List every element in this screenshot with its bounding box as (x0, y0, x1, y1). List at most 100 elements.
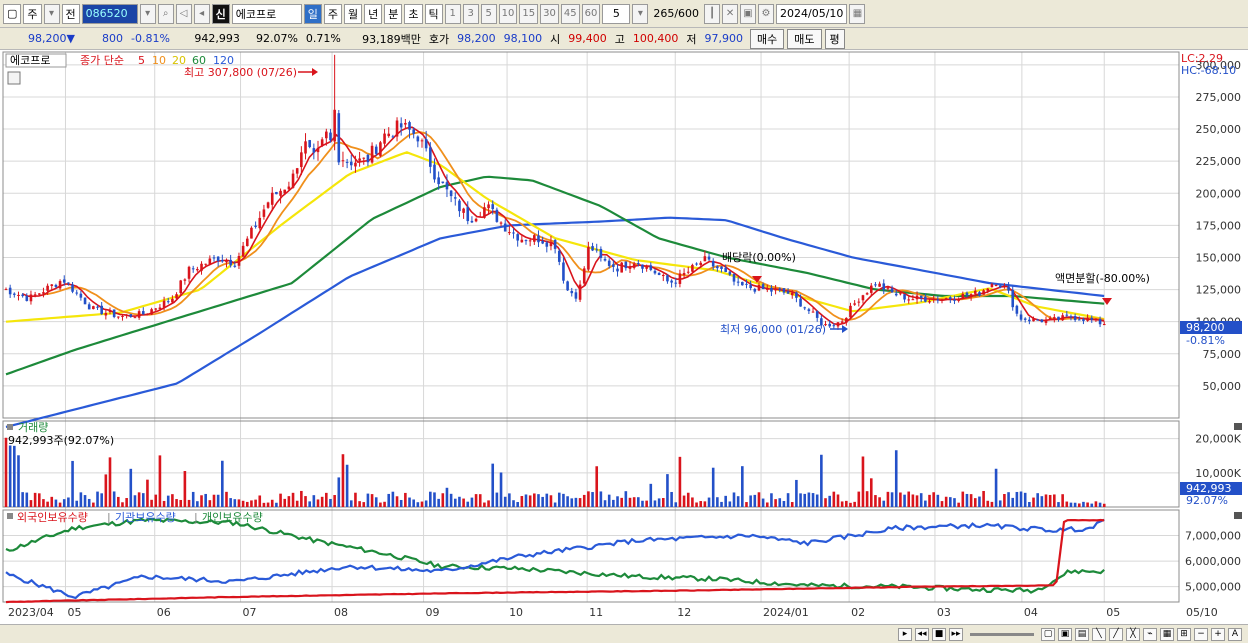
candle-icon[interactable]: ┃ (704, 3, 721, 24)
interval-45[interactable]: 45 (560, 3, 580, 24)
volume-bar (799, 493, 802, 507)
interval-15[interactable]: 15 (519, 3, 539, 24)
volume-bar (320, 496, 324, 507)
candle (13, 292, 16, 298)
volume-tick-label: 10,000K (1195, 467, 1241, 480)
sell-button[interactable]: 매도 (787, 28, 822, 49)
volume-bar (266, 502, 270, 507)
tool-e-icon[interactable]: ╳ (1126, 627, 1140, 641)
candle (874, 282, 877, 288)
candle (553, 238, 557, 254)
interval-dropdown-icon[interactable]: ▾ (632, 3, 649, 24)
plus-icon[interactable]: + (1211, 627, 1225, 641)
stock-chart[interactable]: 300,000 275,000 250,000 225,000 200,000 175,0… (0, 50, 1248, 624)
candle (686, 266, 690, 275)
volume-bar (478, 494, 482, 507)
volume-bar (782, 500, 786, 507)
crosshair-icon[interactable]: ✕ (722, 3, 739, 24)
volume-bar (262, 502, 266, 507)
stock-code-input[interactable]: 086520 (81, 3, 138, 24)
minus-icon[interactable]: − (1194, 627, 1208, 641)
volume-bar (316, 499, 320, 507)
save-icon[interactable]: ▣ (740, 3, 757, 24)
font-size-icon[interactable]: A (1228, 627, 1242, 641)
volume-panel-close-icon[interactable] (1234, 423, 1242, 430)
chevron-down-icon[interactable]: ▾ (43, 3, 60, 24)
volume-bar (649, 483, 653, 507)
prefix-select[interactable]: 전 (61, 3, 80, 24)
gear-icon[interactable]: ⚙ (758, 3, 775, 24)
volume-bar (1028, 501, 1031, 507)
count-input[interactable]: 265 (653, 7, 675, 20)
holding-panel-icon[interactable] (7, 513, 13, 519)
search-icon[interactable]: ⌕ (157, 3, 174, 24)
interval-60[interactable]: 60 (581, 3, 601, 24)
tool-a-icon[interactable]: ▣ (1058, 627, 1072, 641)
volume-bar (312, 495, 316, 507)
candle (678, 269, 682, 288)
current-price: 98,200▼ (28, 32, 75, 45)
interval-input[interactable]: 5 (602, 3, 631, 24)
volume-bar (770, 493, 773, 507)
candle (112, 309, 116, 319)
scroll-slider[interactable] (970, 632, 1034, 636)
fast-forward-icon[interactable]: ▸▸ (949, 627, 963, 641)
candle (8, 284, 12, 298)
tool-g-icon[interactable]: ▦ (1160, 627, 1174, 641)
volume-bar (657, 498, 661, 507)
calendar-icon[interactable]: ▦ (849, 3, 866, 24)
volume-bar (1036, 493, 1039, 507)
interval-3[interactable]: 3 (462, 3, 479, 24)
candle (408, 120, 411, 139)
volume-panel-icon[interactable] (7, 424, 13, 430)
period-year[interactable]: 년 (364, 3, 383, 24)
volume-bar (1015, 491, 1019, 507)
interval-5[interactable]: 5 (480, 3, 497, 24)
tool-b-icon[interactable]: ▤ (1075, 627, 1089, 641)
zoom-fit-icon[interactable]: ▢ (1041, 627, 1055, 641)
prev-arrow-icon[interactable]: ◂ (193, 3, 210, 24)
interval-10[interactable]: 10 (498, 3, 518, 24)
tool-f-icon[interactable]: ⌁ (1143, 627, 1157, 641)
interval-1[interactable]: 1 (444, 3, 461, 24)
volume-bar (1065, 501, 1069, 507)
volume-bar (1019, 491, 1023, 507)
period-tick[interactable]: 틱 (424, 3, 443, 24)
period-second[interactable]: 초 (404, 3, 423, 24)
candle (861, 294, 865, 304)
volume-bar (33, 492, 37, 507)
volume-bar (325, 492, 328, 507)
scroll-right-icon[interactable]: ▸ (898, 627, 912, 641)
tool-h-icon[interactable]: ⊞ (1177, 627, 1191, 641)
volume-bar (865, 491, 869, 507)
period-month[interactable]: 월 (344, 3, 363, 24)
market-select[interactable]: 주 (23, 3, 42, 24)
date-input[interactable]: 2024/05/10 (776, 3, 848, 24)
interval-30[interactable]: 30 (540, 3, 559, 24)
average-button[interactable]: 평 (824, 28, 845, 49)
speaker-icon[interactable]: ◁ (175, 3, 192, 24)
volume-bar (741, 466, 744, 507)
tool-c-icon[interactable]: ╲ (1092, 627, 1106, 641)
rewind-icon[interactable]: ◂◂ (915, 627, 929, 641)
stop-icon[interactable]: ■ (932, 627, 946, 641)
table-icon[interactable] (7, 71, 21, 85)
volume-bar (1011, 497, 1015, 507)
holding-panel-close-icon[interactable] (1234, 512, 1242, 519)
period-day[interactable]: 일 (303, 3, 322, 24)
tool-d-icon[interactable]: ╱ (1109, 627, 1123, 641)
price-tick-label: 75,000 (1203, 348, 1242, 361)
candle (620, 261, 623, 273)
window-icon[interactable]: ▢ (3, 3, 22, 24)
last-price-change: -0.81% (1186, 334, 1225, 347)
volume-bar (412, 499, 415, 507)
candle (229, 254, 232, 268)
volume-bar (183, 471, 187, 507)
buy-button[interactable]: 매수 (750, 28, 785, 49)
volume-bar (67, 497, 70, 507)
hc-label: HC:-68.10 (1181, 64, 1236, 77)
period-minute[interactable]: 분 (384, 3, 403, 24)
code-dropdown-icon[interactable]: ▾ (139, 3, 156, 24)
volume-bar (437, 498, 440, 507)
period-week[interactable]: 주 (323, 3, 343, 24)
